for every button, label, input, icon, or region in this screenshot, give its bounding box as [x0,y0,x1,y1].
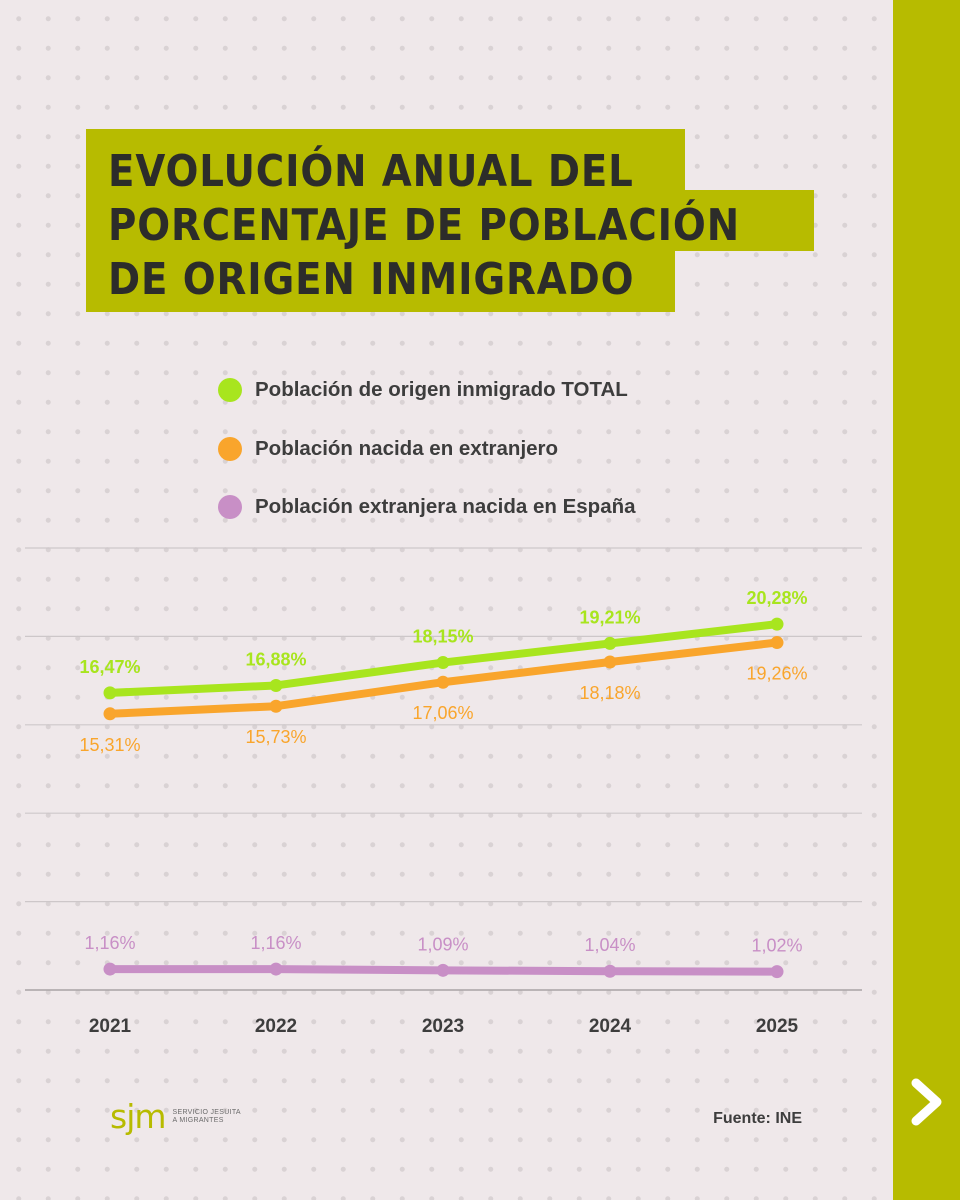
data-point [770,636,784,650]
data-point [603,964,617,978]
data-point [269,678,283,692]
next-slide-button[interactable] [899,1072,955,1132]
data-label: 1,04% [584,935,635,955]
data-point [770,617,784,631]
data-label: 1,16% [84,933,135,953]
logo-text-line-2: a Migrantes [172,1117,224,1124]
data-label: 18,18% [579,683,640,703]
data-label: 16,47% [79,657,140,677]
legend-label-total: Población de origen inmigrado TOTAL [255,378,628,401]
data-label: 18,15% [412,627,473,647]
logo-text: Servicio Jesuita a Migrantes [173,1109,241,1125]
data-label: 1,02% [751,936,802,956]
title-line-2: PORCENTAJE DE POBLACIÓN [108,200,740,251]
data-point [436,675,450,689]
data-point [103,686,117,700]
sjm-logo: sjm Servicio Jesuita a Migrantes [110,1100,241,1134]
title-highlight [86,129,814,312]
x-tick-label: 2025 [756,1016,799,1037]
data-point [436,656,450,670]
data-label: 1,16% [250,933,301,953]
legend-dot-total [218,378,242,402]
title-line-3: DE ORIGEN INMIGRADO [108,254,635,305]
line-chart: 2021 2022 2023 2024 2025 16,47% 16,88% 18,15% 19… [25,547,862,1037]
data-point [103,707,117,721]
source-note: Fuente: INE [713,1110,802,1127]
legend-dot-born-abroad [218,437,242,461]
legend-dot-foreign-born-spain [218,495,242,519]
legend-item-total: Población de origen inmigrado TOTAL [218,370,778,410]
data-label: 1,09% [417,934,468,954]
data-label: 16,88% [245,649,306,669]
data-point [103,962,117,976]
data-label: 15,31% [79,735,140,755]
x-tick-label: 2022 [255,1016,297,1037]
chart-title: EVOLUCIÓN ANUAL DEL PORCENTAJE DE POBLAC… [86,129,814,312]
legend-label-foreign-born-spain: Población extranjera nacida en España [255,495,636,518]
x-tick-label: 2021 [89,1016,132,1037]
chevron-right-icon [911,1078,942,1126]
legend-item-foreign-born-spain: Población extranjera nacida en España [218,487,778,527]
data-label: 17,06% [412,703,473,723]
side-accent-bar [893,0,960,1200]
data-point [436,963,450,977]
title-line-1: EVOLUCIÓN ANUAL DEL [108,146,634,197]
data-point [269,962,283,976]
legend-item-born-abroad: Población nacida en extranjero [218,429,778,469]
data-label: 15,73% [245,727,306,747]
data-label: 19,21% [579,607,640,627]
data-point [269,699,283,713]
x-tick-label: 2024 [589,1016,632,1037]
data-point [770,965,784,979]
x-tick-label: 2023 [422,1016,464,1037]
data-label: 20,28% [746,588,807,608]
logo-mark: sjm [110,1097,167,1136]
data-point [603,636,617,650]
data-label: 19,26% [746,664,807,684]
data-point [603,655,617,669]
logo-text-line-1: Servicio Jesuita [172,1109,241,1116]
legend-label-born-abroad: Población nacida en extranjero [255,437,559,460]
